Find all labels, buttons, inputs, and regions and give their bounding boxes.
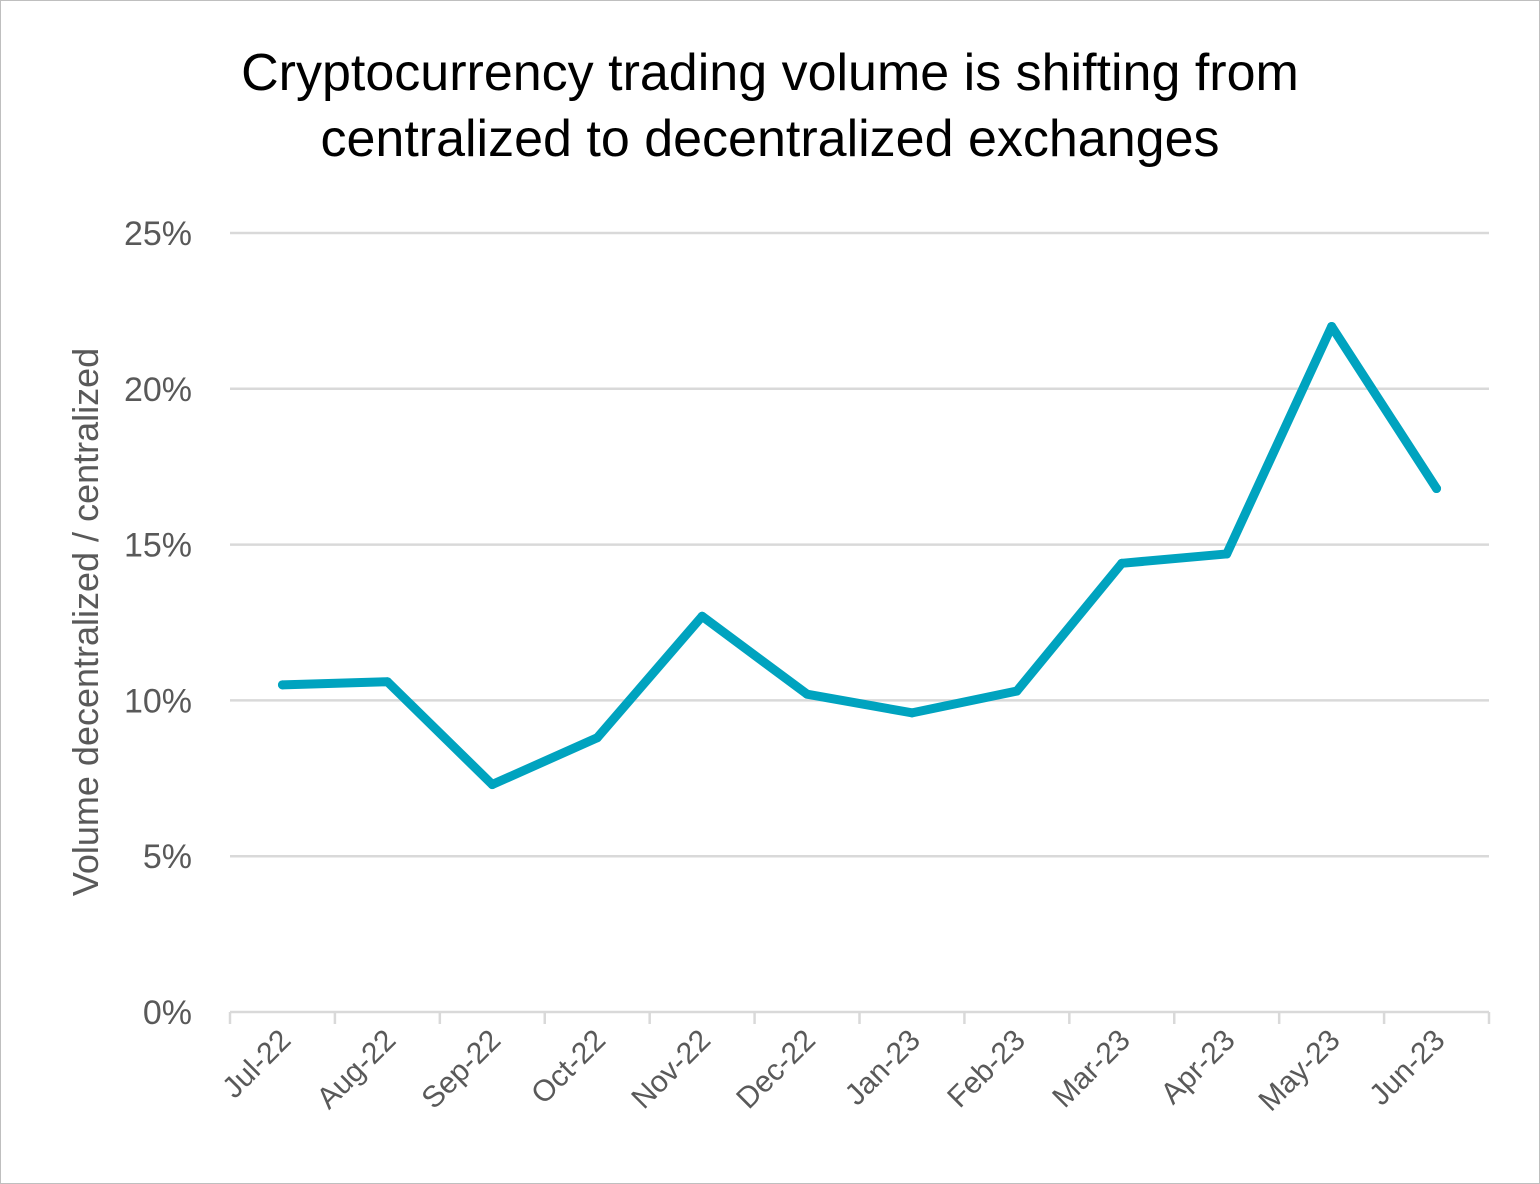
x-tick-label: Aug-22: [311, 1024, 403, 1116]
data-point: [1327, 321, 1337, 331]
data-point: [802, 689, 812, 699]
y-tick-label: 0%: [143, 994, 192, 1032]
x-axis: Jul-22 Aug-22 Sep-22 Oct-22 Nov-22 Dec-22 Jan-…: [216, 1010, 1491, 1118]
data-point: [592, 733, 602, 743]
chart-title: Cryptocurrency trading volume is shiftin…: [0, 40, 1540, 172]
data-point: [907, 708, 917, 718]
y-tick-label: 15%: [124, 527, 192, 565]
y-tick-label: 10%: [124, 682, 192, 720]
y-axis-label: Volume decentralized / centralized: [65, 348, 106, 896]
x-tick-label: Feb-23: [941, 1024, 1032, 1115]
y-tick-label: 20%: [124, 371, 192, 409]
data-point: [1222, 549, 1232, 559]
x-tick-label: May-23: [1252, 1024, 1346, 1118]
data-point: [487, 780, 497, 790]
x-tick-label: Jun-23: [1363, 1024, 1451, 1112]
x-tick-label: Oct-22: [525, 1024, 612, 1111]
data-point: [1432, 484, 1442, 494]
x-tick-label: Jan-23: [839, 1024, 927, 1112]
x-tick-label: Dec-22: [730, 1024, 822, 1116]
x-tick-label: Apr-23: [1155, 1024, 1242, 1111]
y-tick-label: 25%: [124, 215, 192, 253]
data-point: [1117, 558, 1127, 568]
y-axis-ticks: 0% 5% 10% 15% 20% 25%: [124, 215, 192, 1032]
series-group: [277, 321, 1442, 790]
gridlines: [230, 231, 1489, 858]
y-tick-label: 5%: [143, 838, 192, 876]
x-tick-label: Jul-22: [216, 1024, 297, 1105]
series-line: [277, 321, 1442, 790]
x-tick-label: Sep-22: [415, 1024, 507, 1116]
chart-title-line-2: centralized to decentralized exchanges: [320, 110, 1220, 168]
data-point: [1012, 686, 1022, 696]
x-tick-label: Nov-22: [625, 1024, 717, 1116]
data-point: [277, 680, 287, 690]
x-tick-label: Mar-23: [1046, 1024, 1137, 1115]
chart-title-line-1: Cryptocurrency trading volume is shiftin…: [241, 44, 1299, 102]
data-point: [697, 611, 707, 621]
data-point: [382, 677, 392, 687]
